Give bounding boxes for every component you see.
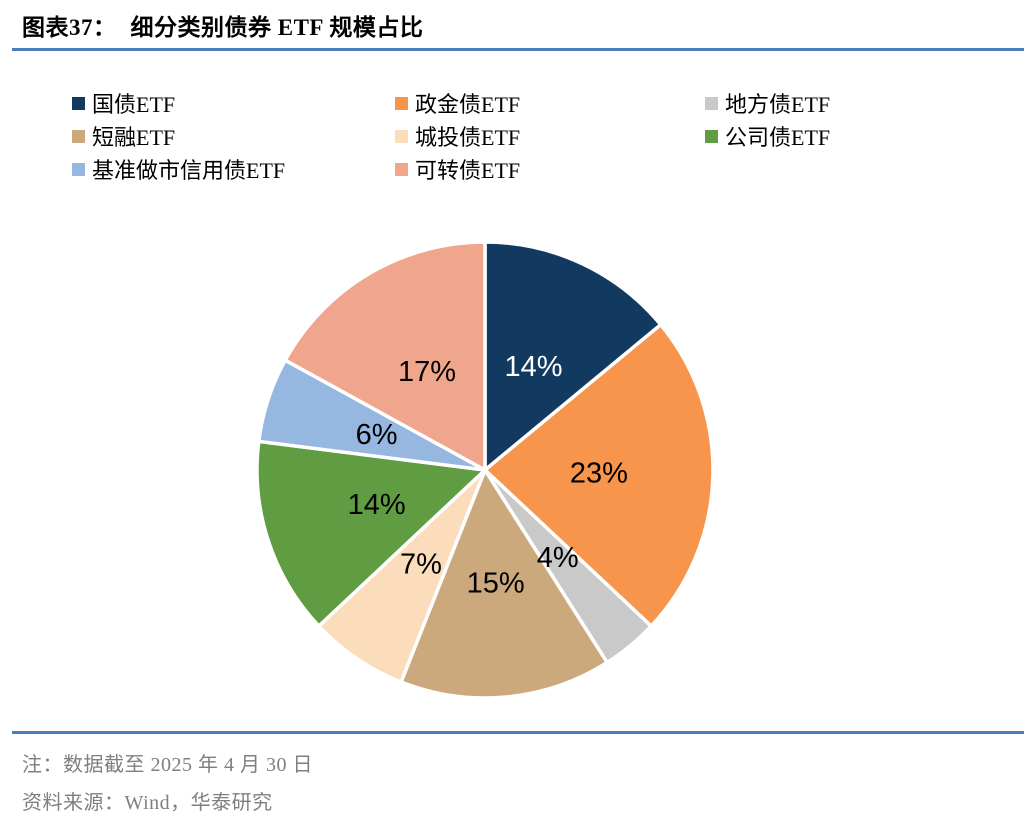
figure-title-text: 细分类别债券 ETF 规模占比 <box>130 15 424 40</box>
legend-item: 基准做市信用债ETF <box>72 156 395 183</box>
legend-label: 短融ETF <box>92 125 176 150</box>
legend-label: 基准做市信用债ETF <box>92 158 286 183</box>
legend-swatch-icon <box>395 162 408 176</box>
legend-swatch-icon <box>72 96 85 110</box>
pie-slice-label: 7% <box>400 548 442 580</box>
pie-slice <box>483 322 715 628</box>
legend-item: 国债ETF <box>72 90 395 117</box>
pie-slice-label: 6% <box>356 419 398 451</box>
legend-item: 公司债ETF <box>705 123 831 150</box>
legend-swatch-icon <box>395 129 408 143</box>
pie-slice-label: 14% <box>504 351 562 383</box>
legend-label: 政金债ETF <box>415 92 521 117</box>
legend-swatch-icon <box>72 129 85 143</box>
legend-label: 国债ETF <box>92 92 176 117</box>
title-divider-rule <box>12 48 1024 51</box>
legend-swatch-icon <box>72 162 85 176</box>
legend-label: 可转债ETF <box>415 158 521 183</box>
legend-label: 城投债ETF <box>415 125 521 150</box>
legend-item: 地方债ETF <box>705 90 831 117</box>
legend-swatch-icon <box>705 96 718 110</box>
pie-slice-label: 17% <box>398 356 456 388</box>
footer-divider-rule <box>12 731 1024 734</box>
legend-item: 可转债ETF <box>395 156 705 183</box>
legend-item: 短融ETF <box>72 123 395 150</box>
legend-swatch-icon <box>395 96 408 110</box>
figure-number-label: 图表37： <box>22 15 117 40</box>
chart-legend: 国债ETF 政金债ETF 地方债ETF 短融ETF 城投债ETF 公司债ETF 基准做市信用… <box>72 90 831 183</box>
pie-slice <box>483 240 663 472</box>
pie-slice-label: 14% <box>348 489 406 521</box>
legend-label: 公司债ETF <box>725 125 831 150</box>
legend-swatch-icon <box>705 129 718 143</box>
legend-item: 政金债ETF <box>395 90 705 117</box>
pie-slice-label: 4% <box>537 542 579 574</box>
footer-source: 资料来源：Wind，华泰研究 <box>22 792 273 814</box>
footer-note: 注：数据截至 2025 年 4 月 30 日 <box>22 754 313 776</box>
pie-slice-label: 15% <box>467 568 525 600</box>
pie-slice <box>283 240 487 472</box>
pie-slice <box>255 439 487 628</box>
legend-label: 地方债ETF <box>725 92 831 117</box>
legend-item: 城投债ETF <box>395 123 705 150</box>
pie-slice-label: 23% <box>570 458 628 490</box>
figure-title: 图表37： 细分类别债券 ETF 规模占比 <box>22 8 423 42</box>
pie-slice <box>399 468 609 700</box>
